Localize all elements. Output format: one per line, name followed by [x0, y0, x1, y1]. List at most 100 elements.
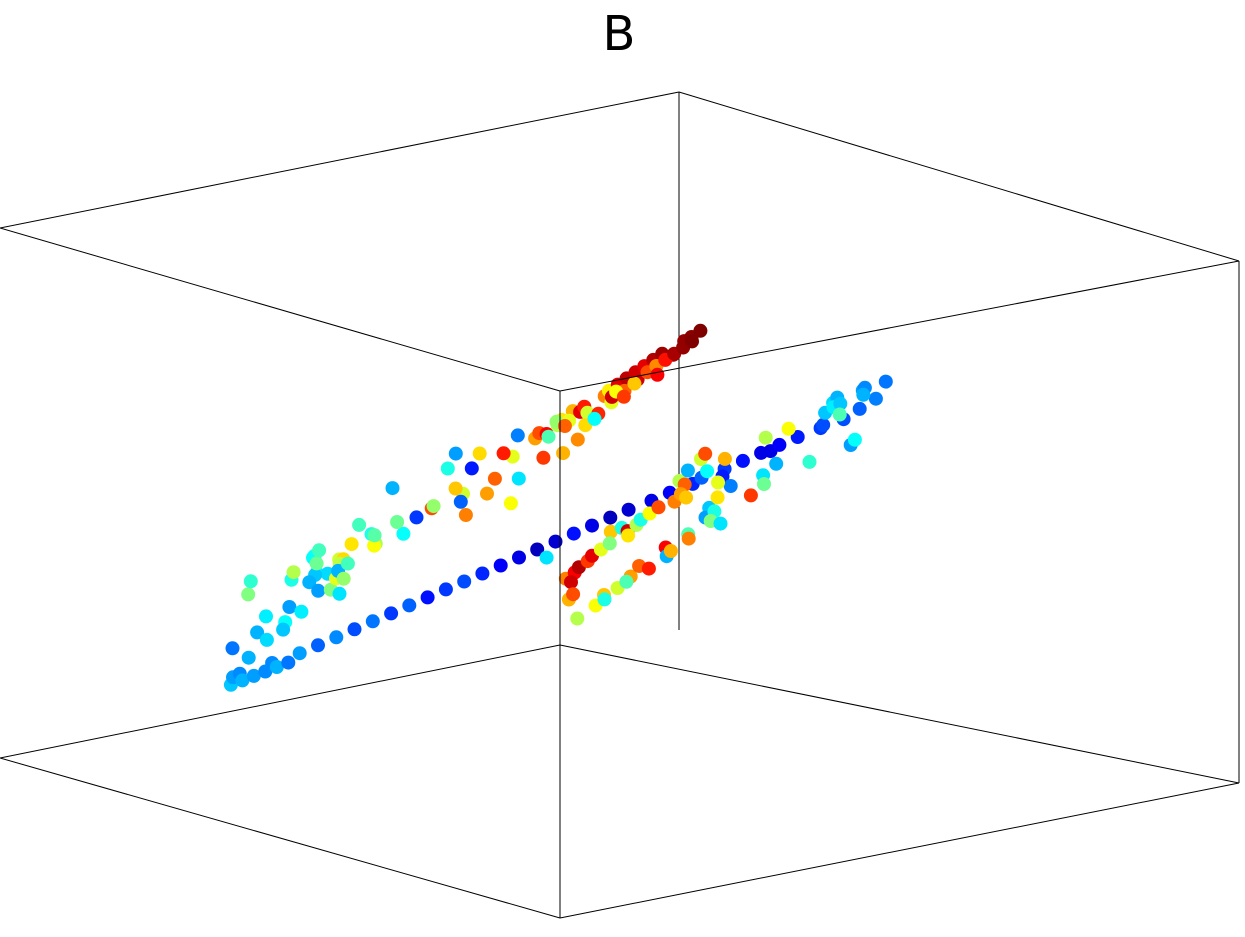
axes-box-front: [0, 227, 1240, 919]
data-point: [336, 571, 351, 586]
data-point: [250, 625, 265, 640]
data-point: [566, 587, 581, 602]
data-point: [536, 450, 551, 465]
data-point: [329, 630, 344, 645]
data-point: [241, 587, 256, 602]
data-point: [710, 490, 725, 505]
data-point: [832, 407, 847, 422]
data-point: [878, 374, 893, 389]
data-point: [457, 574, 472, 589]
data-point: [597, 592, 612, 607]
data-point: [385, 481, 400, 496]
data-point: [259, 632, 274, 647]
data-point: [282, 600, 297, 614]
axes-box-back: [0, 91, 1240, 784]
data-point: [276, 622, 291, 637]
data-point: [235, 673, 250, 688]
data-point: [651, 500, 666, 515]
data-point: [292, 646, 307, 661]
data-point: [681, 531, 696, 546]
data-point: [453, 494, 468, 509]
data-point: [302, 575, 317, 590]
data-point: [758, 430, 773, 445]
data-point: [802, 454, 817, 469]
chart-title: B: [603, 6, 636, 62]
box-edge-floor-left: [0, 644, 561, 759]
data-point: [587, 411, 602, 426]
data-point: [650, 367, 665, 382]
data-point: [475, 566, 490, 581]
data-point: [603, 524, 618, 539]
data-point: [717, 451, 732, 466]
data-point: [713, 516, 728, 531]
data-point: [685, 334, 699, 349]
box-edge-top-front-right: [559, 260, 1240, 392]
data-point: [472, 446, 487, 461]
data-point: [564, 575, 578, 590]
data-point: [539, 550, 554, 565]
data-point: [493, 558, 508, 573]
data-point: [847, 432, 862, 447]
data-point: [602, 536, 617, 551]
data-point: [294, 604, 309, 619]
data-point: [438, 582, 453, 597]
data-point: [458, 508, 473, 522]
data-point: [347, 622, 362, 637]
data-point: [852, 401, 867, 416]
data-point: [311, 583, 326, 598]
data-point: [464, 461, 479, 476]
data-point: [510, 428, 525, 443]
data-point: [367, 538, 382, 553]
data-point: [616, 389, 631, 404]
box-edge-top-back-left: [0, 91, 680, 229]
data-point: [530, 542, 545, 557]
data-points: [223, 323, 893, 692]
data-point: [396, 526, 411, 541]
data-point: [723, 479, 738, 493]
data-point: [693, 323, 708, 338]
data-point: [511, 471, 526, 486]
data-point: [286, 565, 301, 580]
data-point: [503, 496, 518, 511]
data-point: [496, 446, 511, 461]
data-point: [225, 641, 240, 656]
data-point: [352, 517, 367, 532]
data-point: [790, 430, 805, 444]
data-point: [627, 376, 642, 391]
box-edge-top-front-left: [0, 227, 561, 392]
data-point: [243, 574, 258, 589]
data-point: [548, 534, 563, 549]
data-point: [679, 490, 694, 505]
data-point: [585, 518, 599, 533]
data-point: [344, 537, 359, 552]
data-point: [735, 453, 750, 468]
box-edge-bottom-left: [0, 757, 561, 919]
data-point: [757, 477, 771, 491]
data-point: [390, 515, 405, 529]
box-edge-top-back-right: [678, 91, 1240, 262]
data-point: [698, 446, 713, 461]
data-point: [480, 486, 494, 501]
data-point: [448, 481, 463, 496]
data-point: [426, 499, 441, 514]
data-point: [566, 526, 581, 541]
data-point: [365, 614, 380, 629]
data-point: [641, 561, 656, 576]
box-edge-bottom-right: [559, 782, 1240, 919]
data-point: [241, 650, 256, 665]
data-point: [269, 660, 284, 674]
data-point: [663, 544, 678, 558]
data-point: [281, 655, 296, 670]
data-point: [711, 475, 725, 490]
data-point: [621, 502, 636, 517]
data-point: [619, 574, 634, 589]
data-point: [332, 586, 347, 601]
data-point: [868, 391, 883, 406]
data-point: [340, 556, 355, 571]
data-point: [367, 528, 382, 543]
data-point: [700, 464, 715, 479]
data-point: [246, 668, 261, 683]
data-point: [557, 419, 572, 433]
data-point: [781, 421, 796, 436]
